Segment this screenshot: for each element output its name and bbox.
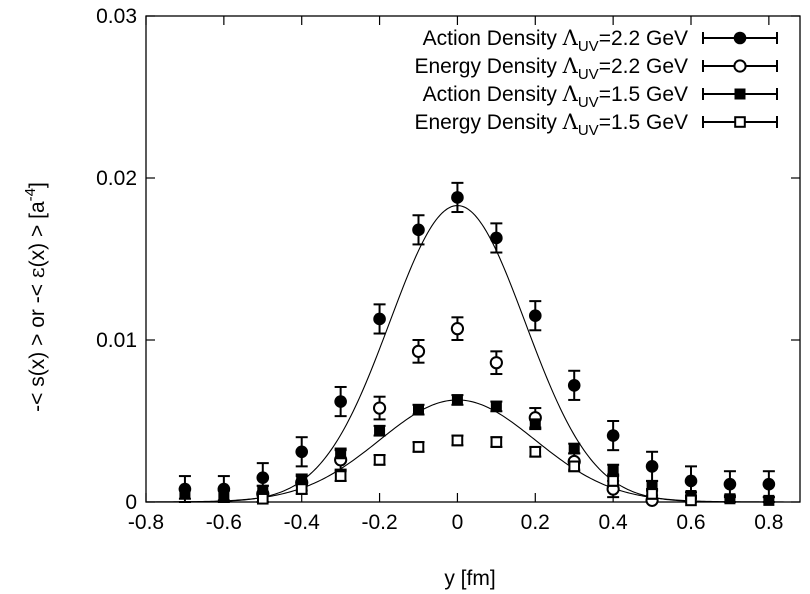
data-point	[529, 445, 542, 458]
data-point	[413, 404, 424, 416]
y-axis-label-part3: ]	[26, 182, 49, 188]
data-point	[334, 395, 347, 408]
y-tick-label: 0	[125, 491, 137, 514]
x-axis-label: y [fm]	[444, 567, 495, 590]
data-points	[178, 181, 776, 507]
data-point	[568, 443, 580, 455]
legend-marker	[733, 59, 747, 73]
data-point	[762, 477, 776, 491]
y-tick-labels: 0 0.01 0.02 0.03	[96, 5, 137, 514]
legend-symbol	[702, 88, 778, 100]
data-point	[451, 394, 463, 406]
legend-label: Action Density ΛUV=1.5 GeV	[423, 82, 688, 111]
legend-entry: Action Density ΛUV=2.2 GeV	[423, 26, 778, 55]
data-point	[256, 471, 270, 485]
data-point	[724, 493, 736, 505]
legend-entry: Action Density ΛUV=1.5 GeV	[423, 82, 778, 111]
data-point	[646, 488, 658, 500]
data-point	[450, 322, 465, 336]
data-point	[295, 483, 308, 495]
x-tick-labels: -0.8 -0.6 -0.4 -0.2 0 0.2 0.4 0.6 0.8	[128, 511, 784, 534]
data-point	[528, 309, 542, 323]
data-point	[490, 436, 503, 448]
y-axis-label: -< s(x) > or -< ε(x) > [a-4]	[22, 182, 49, 412]
y-axis-label-part2: (x) > [a	[26, 201, 49, 267]
y-tick-label: 0.01	[96, 329, 137, 352]
x-tick-label: 0	[452, 511, 464, 534]
x-tick-label: -0.2	[361, 511, 397, 534]
legend-symbol	[702, 59, 778, 73]
data-point	[218, 490, 230, 502]
data-point	[256, 492, 269, 505]
data-point	[723, 477, 737, 491]
data-point	[335, 447, 347, 459]
data-point	[567, 379, 581, 392]
data-point	[451, 191, 464, 204]
legend-label: Action Density ΛUV=2.2 GeV	[423, 26, 688, 55]
y-axis-label-part1: -< s(x) > or -<	[26, 278, 49, 412]
plot-frame	[145, 15, 801, 503]
data-point	[179, 488, 191, 500]
data-point	[451, 434, 464, 447]
y-tick-label: 0.03	[96, 5, 137, 28]
data-point	[529, 418, 541, 430]
data-point	[490, 400, 502, 412]
x-tick-label: 0.8	[754, 511, 783, 534]
data-point	[373, 454, 386, 466]
y-tick-label: 0.02	[96, 167, 137, 190]
y-axis-label-exponent: -4	[22, 188, 39, 201]
data-point	[568, 460, 581, 473]
data-point	[684, 474, 698, 488]
legend-entry: Energy Density ΛUV=2.2 GeV	[414, 54, 778, 83]
data-point	[606, 429, 620, 442]
x-tick-label: 0.6	[676, 511, 705, 534]
data-point	[295, 445, 309, 459]
data-point	[257, 485, 269, 497]
legend-symbol	[702, 116, 778, 128]
legend-marker	[733, 31, 747, 45]
data-point	[412, 223, 425, 237]
x-tick-label: -0.6	[206, 511, 242, 534]
x-tick-label: 0.2	[521, 511, 550, 534]
x-tick-label: -0.4	[284, 511, 321, 534]
data-point	[607, 475, 619, 487]
data-point	[607, 464, 619, 476]
y-axis-label-epsilon: ε	[25, 267, 49, 278]
legend-label: Energy Density ΛUV=1.5 GeV	[414, 110, 688, 139]
data-point	[646, 480, 658, 492]
data-point	[489, 356, 503, 370]
data-point	[490, 231, 503, 245]
data-point	[374, 425, 386, 437]
data-point	[411, 344, 426, 358]
legend-label: Energy Density ΛUV=2.2 GeV	[414, 54, 688, 83]
data-point	[685, 494, 697, 507]
data-point	[645, 460, 659, 473]
data-point	[763, 494, 775, 506]
legend-marker	[734, 88, 746, 100]
series-4	[256, 434, 697, 507]
legend-entry: Energy Density ΛUV=1.5 GeV	[414, 110, 778, 139]
data-point	[412, 441, 425, 453]
legend-marker	[734, 116, 746, 128]
data-point	[296, 475, 308, 487]
x-tick-label: 0.4	[599, 511, 629, 534]
x-tick-label: -0.8	[128, 511, 164, 534]
data-point	[372, 401, 387, 415]
legend-symbol	[702, 31, 778, 45]
data-point	[373, 312, 386, 326]
data-point	[334, 470, 347, 482]
